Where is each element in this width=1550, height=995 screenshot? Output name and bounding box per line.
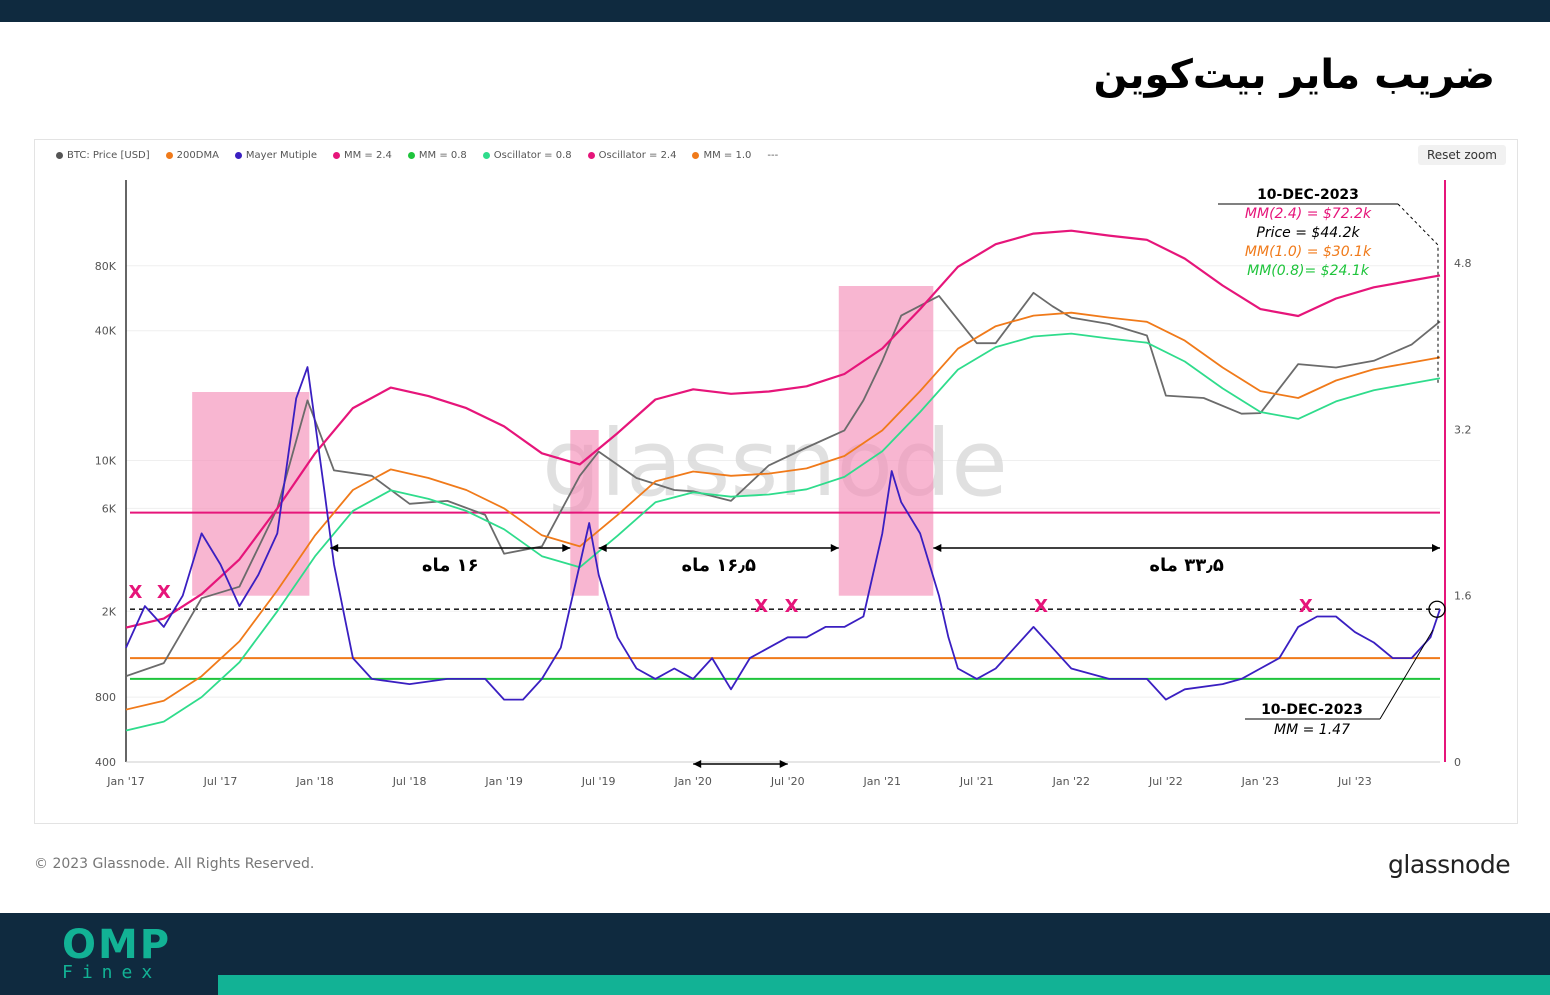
legend-label: MM = 0.8 [418,149,467,161]
annotation-top-text: MM(0.8)= $24.1k [1247,263,1370,279]
watermark: glassnode [542,410,1008,517]
legend-item[interactable]: --- [767,147,778,163]
period-arrow-head [779,760,788,768]
legend-dot-icon [407,151,415,159]
legend-dot-icon [234,151,242,159]
x-tick-label: Jul '22 [1148,775,1183,788]
legend-item[interactable]: Oscillator = 2.4 [587,147,677,163]
omp-logo: OMP [62,922,172,968]
y-tick-label: 6K [102,502,117,515]
duration-arrow-head [598,544,607,552]
x-marker: X [1299,596,1313,617]
legend-label: --- [767,149,779,161]
x-marker: X [785,596,799,617]
x-tick-label: Jul '23 [1337,775,1372,788]
y-tick-label: 80K [95,260,117,273]
x-tick-label: Jul '19 [581,775,616,788]
x-marker: X [157,582,171,603]
x-marker: X [129,582,143,603]
annotation-top-text: 10-DEC-2023 [1257,187,1359,203]
copyright-text: © 2023 Glassnode. All Rights Reserved. [34,856,315,872]
current-point-circle [1428,600,1446,618]
x-tick-label: Jan '18 [295,775,333,788]
legend-dot-icon [482,151,490,159]
page-title: ضریب مایر بیت‌کوین [1093,52,1495,98]
legend-dot-icon [692,151,700,159]
period-arrow-head [693,760,702,768]
x-tick-label: Jan '17 [106,775,144,788]
legend-label: Oscillator = 0.8 [493,149,572,161]
annotation-top-text: MM(2.4) = $72.2k [1245,206,1372,222]
y-tick-label: 10K [95,455,117,468]
legend-item[interactable]: MM = 1.0 [692,147,751,163]
series-line [125,229,1441,629]
legend-item[interactable]: Oscillator = 0.8 [482,147,572,163]
reset-zoom-button[interactable]: Reset zoom [1418,145,1506,165]
x-tick-label: Jan '20 [673,775,711,788]
legend-item[interactable]: BTC: Price [USD] [56,147,150,163]
finex-logo: Finex [62,962,162,983]
chart-legend: BTC: Price [USD] 200DMA Mayer Mutiple MM = … [56,147,778,163]
highlight-zone [838,286,934,596]
x-tick-label: Jan '21 [863,775,901,788]
legend-dot-icon [56,151,63,159]
y2-tick-label: 1.6 [1454,590,1472,603]
annotation-bottom-leader [1379,629,1434,720]
duration-arrow-head [562,544,571,552]
x-tick-label: Jan '23 [1241,775,1279,788]
x-tick-label: Jul '18 [392,775,427,788]
footer-accent-stripe [218,975,1550,995]
glassnode-brand: glassnode [1388,850,1511,879]
x-tick-label: Jul '20 [770,775,805,788]
duration-arrow-head [330,544,339,552]
legend-label: MM = 2.4 [343,149,392,161]
legend-item[interactable]: 200DMA [165,147,219,163]
legend-dot-icon [165,151,173,159]
legend-label: Mayer Mutiple [245,149,317,161]
legend-label: Oscillator = 2.4 [598,149,677,161]
legend-item[interactable]: Mayer Mutiple [234,147,317,163]
y-tick-label: 400 [95,756,116,769]
y-tick-label: 2K [102,605,117,618]
series-line [125,291,1441,678]
duration-label: ۱۶٫۵ ماه [681,555,755,576]
series-line [125,332,1441,732]
x-tick-label: Jan '19 [484,775,522,788]
y2-tick-label: 0 [1454,756,1461,769]
x-tick-label: Jul '21 [959,775,994,788]
duration-label: ۳۳٫۵ ماه [1149,555,1223,576]
legend-dot-icon [332,151,340,159]
series-line [125,366,1441,701]
legend-dot-icon [587,151,595,159]
y2-tick-label: 4.8 [1454,257,1472,270]
duration-arrow-head [1432,544,1440,552]
y2-tick-label: 3.2 [1454,423,1472,436]
annotation-bottom-value: MM = 1.47 [1274,722,1350,738]
y-tick-label: 800 [95,691,116,704]
legend-label: 200DMA [176,149,219,161]
series-line [125,311,1441,711]
duration-arrow-head [933,544,942,552]
annotation-leader [1397,203,1439,385]
legend-item[interactable]: MM = 0.8 [407,147,467,163]
duration-arrow-head [830,544,839,552]
legend-item[interactable]: MM = 2.4 [332,147,392,163]
annotation-bottom-date: 10-DEC-2023 [1261,702,1363,718]
annotation-top-text: Price = $44.2k [1256,225,1360,241]
x-tick-label: Jul '17 [203,775,238,788]
x-marker: X [1034,596,1048,617]
legend-label: BTC: Price [USD] [67,149,150,161]
y-tick-label: 40K [95,325,117,338]
top-bar [0,0,1550,22]
duration-label: ۱۶ ماه [422,555,479,576]
legend-label: MM = 1.0 [703,149,752,161]
annotation-top-text: MM(1.0) = $30.1k [1245,244,1372,260]
x-marker: X [754,596,768,617]
x-tick-label: Jan '22 [1052,775,1090,788]
